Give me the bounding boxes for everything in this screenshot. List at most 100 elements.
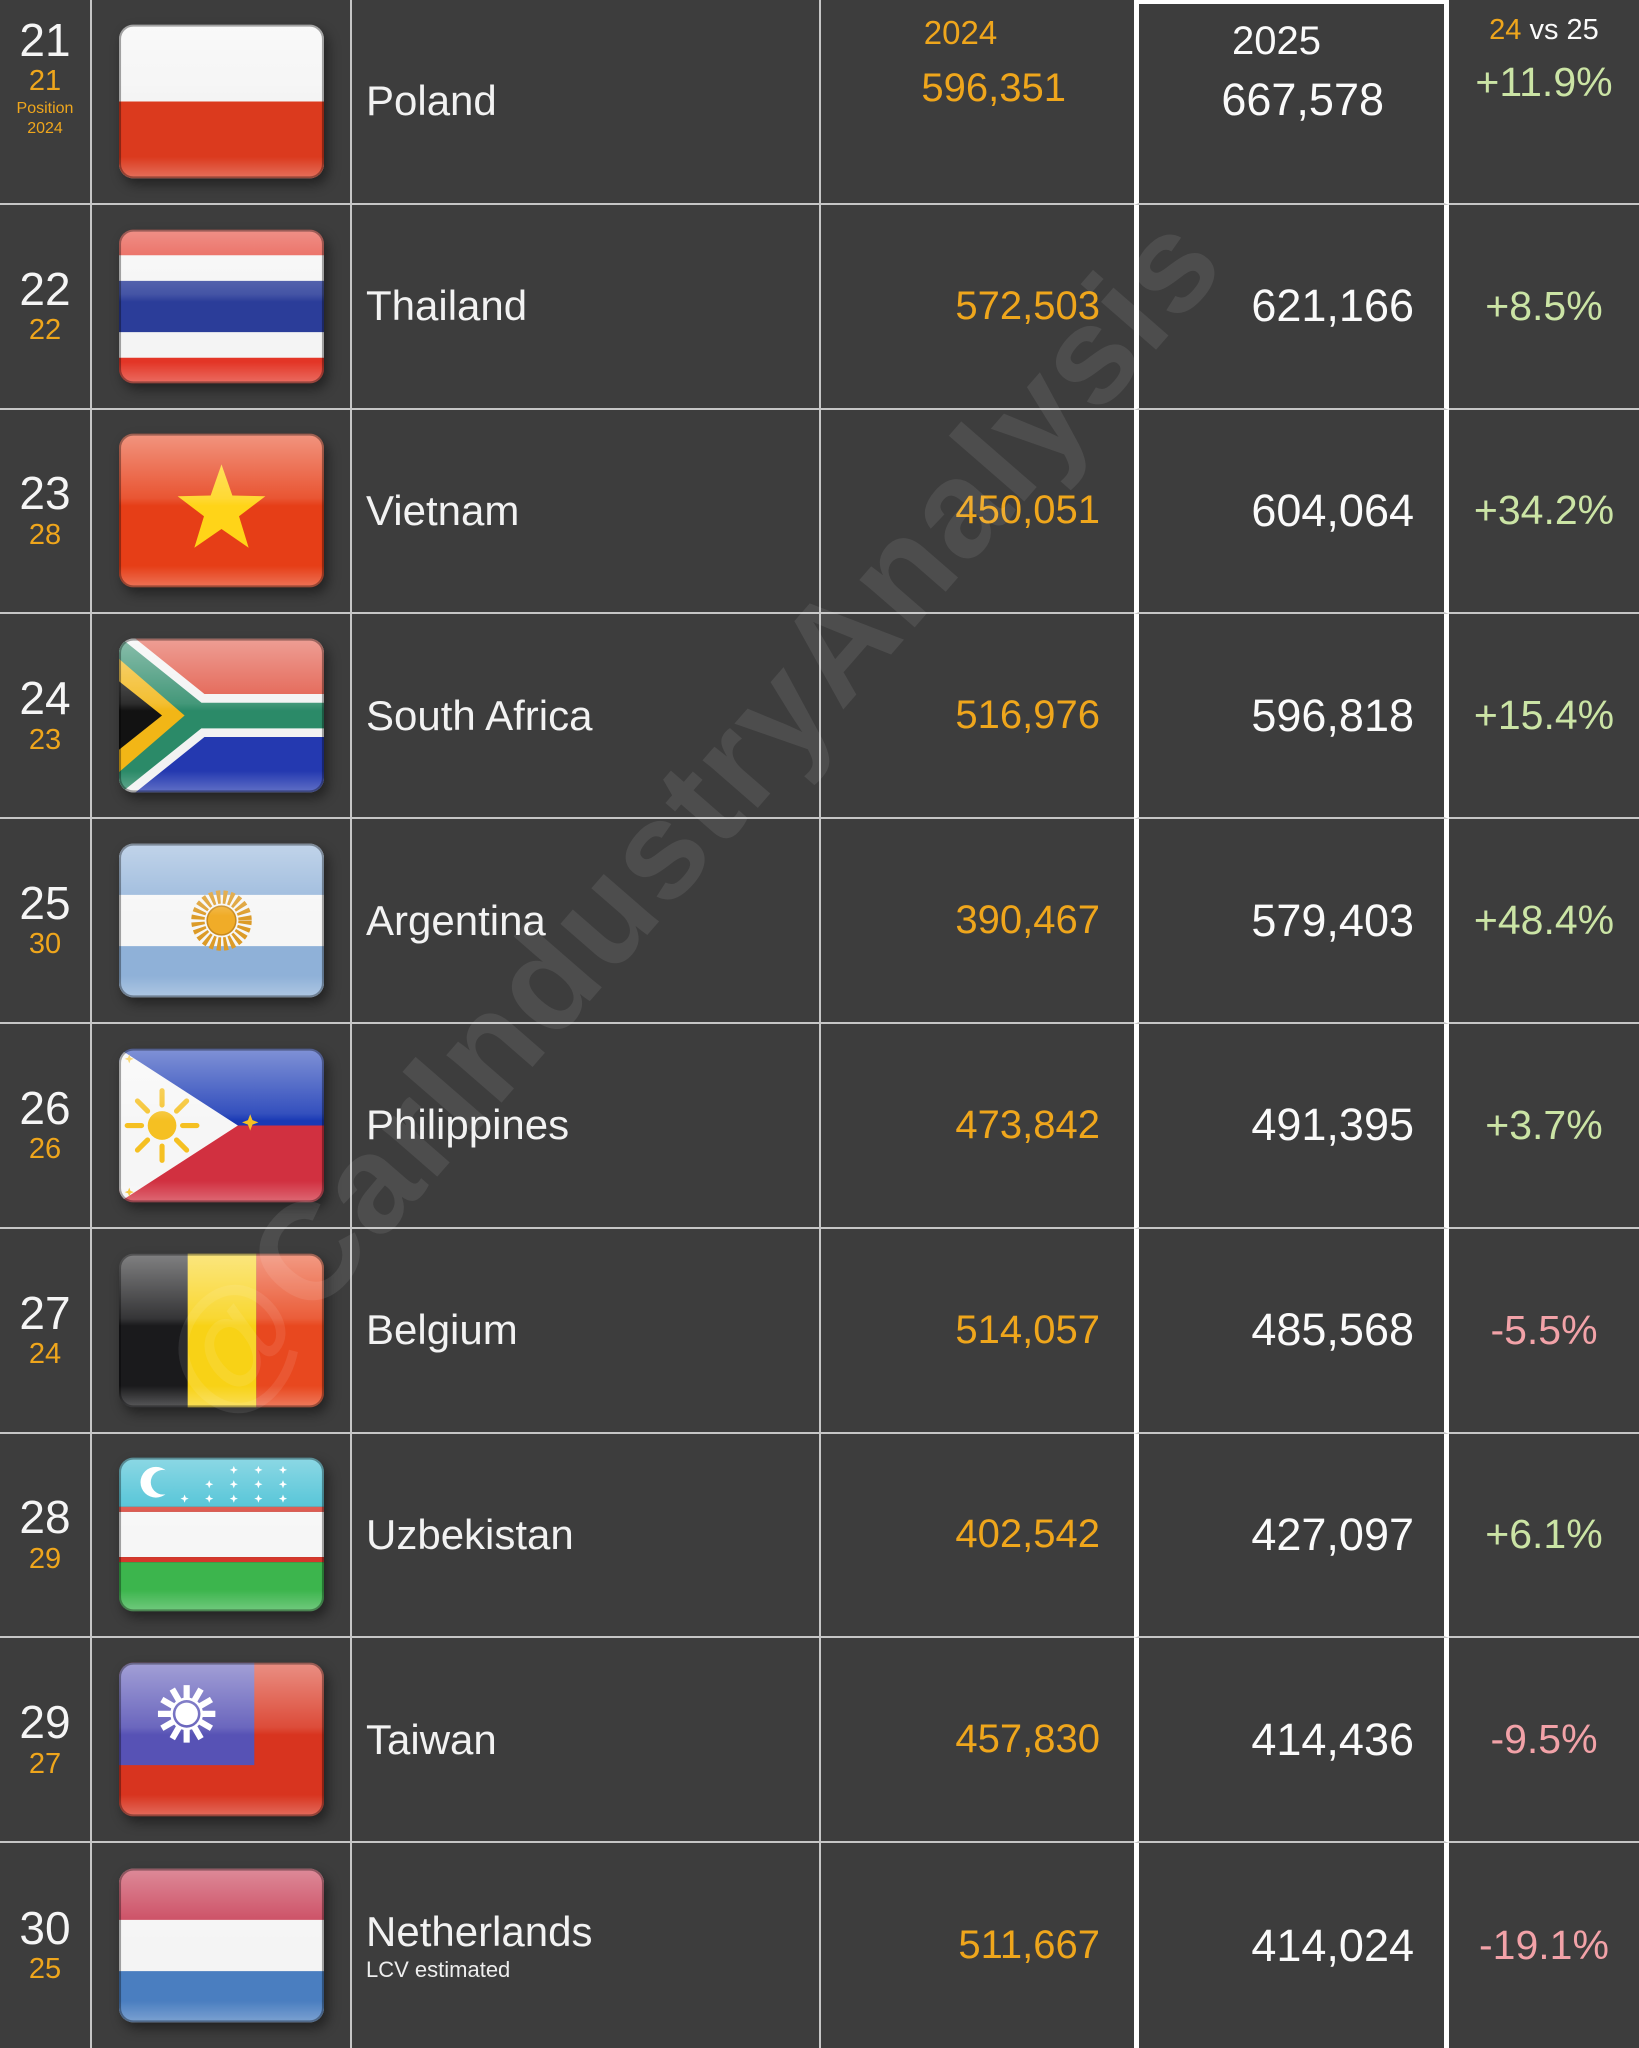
rank-previous: 25	[28, 1953, 62, 1986]
change-value: +48.4%	[1473, 897, 1615, 944]
country-cell: Poland	[352, 0, 821, 205]
col-header-2024: 2024	[923, 14, 998, 51]
comparison-24: 24	[1489, 14, 1522, 46]
rank-previous: 26	[28, 1133, 62, 1166]
sales-2024-cell: 516,976	[821, 614, 1134, 820]
vietnam-flag-icon	[118, 434, 324, 588]
country-cell: Netherlands LCV estimated	[352, 1843, 821, 2048]
philippines-flag-icon	[118, 1048, 324, 1203]
rank-current: 25	[19, 877, 71, 930]
change-value: +3.7%	[1485, 1101, 1603, 1148]
sales-2025-cell: 2025 667,578	[1134, 0, 1449, 205]
rank-current: 22	[19, 262, 71, 315]
poland-flag-icon	[118, 24, 324, 179]
flag-cell	[92, 1228, 352, 1434]
rank-previous: 29	[28, 1542, 62, 1575]
change-value: -9.5%	[1490, 1716, 1598, 1763]
sales-2025-value: 667,578	[1221, 74, 1384, 125]
rank-previous: 30	[28, 928, 62, 961]
country-name: Philippines	[366, 1101, 570, 1149]
change-cell: +3.7%	[1449, 1024, 1639, 1229]
sales-2025-cell: 491,395	[1134, 1024, 1449, 1229]
rank-previous: 21	[28, 65, 62, 98]
flag-cell	[92, 819, 352, 1024]
position-cell: 24 23	[0, 614, 92, 820]
change-value: +11.9%	[1475, 59, 1613, 106]
flag-cell	[92, 409, 352, 615]
rank-current: 26	[19, 1081, 71, 1134]
change-cell: +34.2%	[1449, 409, 1639, 615]
flag-cell	[92, 1433, 352, 1639]
sales-2024-cell: 402,542	[821, 1433, 1134, 1639]
country-name: Taiwan	[366, 1715, 497, 1763]
sales-2025-cell: 414,024	[1134, 1843, 1449, 2048]
position-cell: 21 21 Position 2024	[0, 0, 92, 205]
rank-current: 23	[19, 467, 71, 520]
sales-2025-cell: 579,403	[1134, 819, 1449, 1024]
sales-2025-value: 621,166	[1251, 280, 1414, 332]
country-cell: Uzbekistan	[352, 1433, 821, 1639]
rank-previous: 27	[28, 1747, 62, 1780]
rank-previous: 22	[28, 313, 62, 346]
position-cell: 26 26	[0, 1024, 92, 1229]
sales-2024-cell: 511,667	[821, 1843, 1134, 2048]
change-cell: +48.4%	[1449, 819, 1639, 1024]
sales-2025-cell: 414,436	[1134, 1638, 1449, 1844]
sales-2024-cell: 457,830	[821, 1638, 1134, 1844]
sales-2024-value: 516,976	[955, 693, 1100, 738]
rank-current: 21	[19, 14, 71, 66]
sales-2025-cell: 485,568	[1134, 1228, 1449, 1434]
change-value: +8.5%	[1485, 282, 1603, 329]
position-header-label: Position	[16, 100, 74, 118]
country-name: Argentina	[366, 896, 546, 944]
sales-2024-value: 450,051	[955, 488, 1100, 533]
sales-2025-value: 596,818	[1251, 689, 1414, 741]
sales-2025-cell: 596,818	[1134, 614, 1449, 820]
rank-current: 24	[19, 672, 71, 725]
sales-2025-value: 604,064	[1251, 484, 1414, 536]
country-name: Poland	[366, 77, 497, 125]
sales-2024-value: 473,842	[955, 1102, 1100, 1147]
rank-current: 30	[19, 1902, 71, 1955]
flag-cell	[92, 1638, 352, 1844]
sales-2024-cell: 514,057	[821, 1228, 1134, 1434]
change-cell: +8.5%	[1449, 204, 1639, 410]
sales-2025-cell: 604,064	[1134, 409, 1449, 615]
country-cell: Belgium	[352, 1228, 821, 1434]
rank-current: 27	[19, 1286, 71, 1339]
country-name: Belgium	[366, 1306, 518, 1354]
change-value: -5.5%	[1490, 1306, 1598, 1353]
rank-previous: 23	[28, 723, 62, 756]
sales-2025-value: 427,097	[1251, 1508, 1414, 1560]
belgium-flag-icon	[118, 1253, 324, 1408]
col-header-comparison: 24 vs 25	[1449, 14, 1639, 47]
netherlands-flag-icon	[118, 1868, 324, 2023]
sales-2025-value: 485,568	[1251, 1304, 1414, 1356]
change-cell: -5.5%	[1449, 1228, 1639, 1434]
change-cell: +6.1%	[1449, 1433, 1639, 1639]
flag-cell	[92, 204, 352, 410]
sales-2025-cell: 427,097	[1134, 1433, 1449, 1639]
position-cell: 22 22	[0, 204, 92, 410]
country-cell: Thailand	[352, 204, 821, 410]
rank-current: 28	[19, 1491, 71, 1544]
country-cell: Vietnam	[352, 409, 821, 615]
position-cell: 28 29	[0, 1433, 92, 1639]
sales-2025-value: 414,436	[1251, 1713, 1414, 1765]
change-cell: -19.1%	[1449, 1843, 1639, 2048]
change-cell: +15.4%	[1449, 614, 1639, 820]
country-name: South Africa	[366, 691, 593, 739]
sales-2025-value: 414,024	[1251, 1919, 1414, 1971]
rank-previous: 28	[28, 518, 62, 551]
change-value: +34.2%	[1473, 487, 1615, 534]
sales-2025-value: 579,403	[1251, 894, 1414, 946]
sales-2024-value: 511,667	[958, 1923, 1100, 1968]
change-value: +15.4%	[1473, 692, 1615, 739]
sales-2024-value: 596,351	[921, 65, 1066, 110]
sales-2024-value: 514,057	[955, 1307, 1100, 1352]
sales-2024-cell: 473,842	[821, 1024, 1134, 1229]
sales-2025-value: 491,395	[1251, 1099, 1414, 1151]
position-header-year: 2024	[27, 120, 63, 138]
country-note: LCV estimated	[366, 1956, 511, 1982]
